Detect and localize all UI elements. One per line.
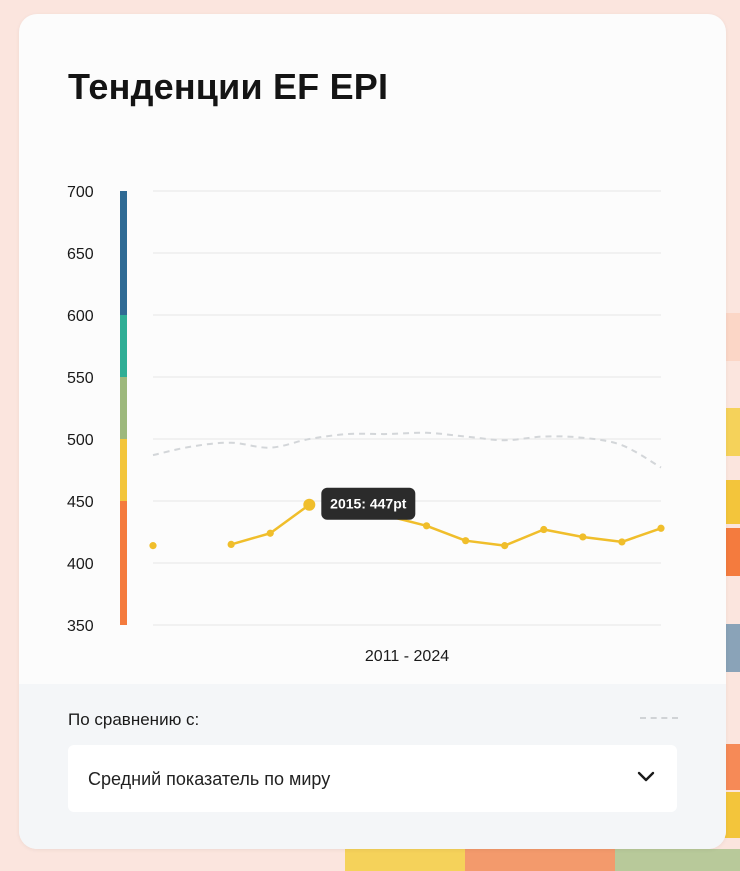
comparison-legend-line [640, 717, 678, 719]
background-stripe [465, 849, 615, 871]
proficiency-band [120, 501, 127, 625]
data-point [618, 538, 626, 546]
chart-tooltip: 2015: 447pt [321, 487, 416, 520]
y-tick-label: 700 [67, 184, 94, 201]
highlighted-data-point [303, 498, 316, 511]
chart-gridlines [153, 190, 661, 626]
comparison-select-value: Средний показатель по миру [88, 769, 331, 789]
tooltip-box [321, 487, 416, 520]
data-point [540, 525, 548, 534]
y-tick-label: 500 [67, 432, 94, 449]
y-tick-label: 450 [67, 494, 94, 511]
data-point [149, 542, 157, 550]
series-line [387, 514, 662, 547]
data-point [501, 542, 509, 550]
tooltip-text: 2015: 447pt [330, 496, 407, 512]
proficiency-band [120, 377, 127, 439]
y-tick-label: 400 [67, 556, 94, 573]
x-axis-label: 2011 - 2024 [365, 648, 449, 665]
epi-trends-card: Тенденции EF EPI 700 650 600 550 500 450 400 35… [19, 14, 726, 849]
y-tick-label: 600 [67, 308, 94, 325]
y-tick-label: 650 [67, 246, 94, 263]
y-tick-label: 550 [67, 370, 94, 387]
data-point [657, 524, 665, 532]
trend-chart: 700 650 600 550 500 450 400 350 2015: 447pt 201… [67, 184, 665, 665]
y-axis-ticks: 700 650 600 550 500 450 400 350 [67, 184, 94, 635]
data-point [266, 529, 274, 537]
data-point [422, 522, 431, 530]
data-point [227, 540, 235, 549]
y-tick-label: 350 [67, 618, 94, 635]
series-line [230, 503, 311, 546]
background-stripe [615, 849, 740, 871]
background-stripe [345, 849, 465, 871]
card-title: Тенденции EF EPI [68, 66, 389, 107]
comparison-label: По сравнению с: [68, 710, 200, 729]
proficiency-band [120, 191, 127, 315]
data-point [462, 537, 470, 545]
comparison-line [152, 431, 662, 469]
proficiency-scale-bar [120, 191, 127, 625]
chevron-down-icon[interactable] [637, 770, 655, 788]
comparison-select[interactable]: Средний показатель по миру [68, 745, 677, 812]
proficiency-band [120, 315, 127, 377]
chart-series [149, 431, 665, 550]
proficiency-band [120, 439, 127, 501]
data-point [579, 533, 587, 541]
